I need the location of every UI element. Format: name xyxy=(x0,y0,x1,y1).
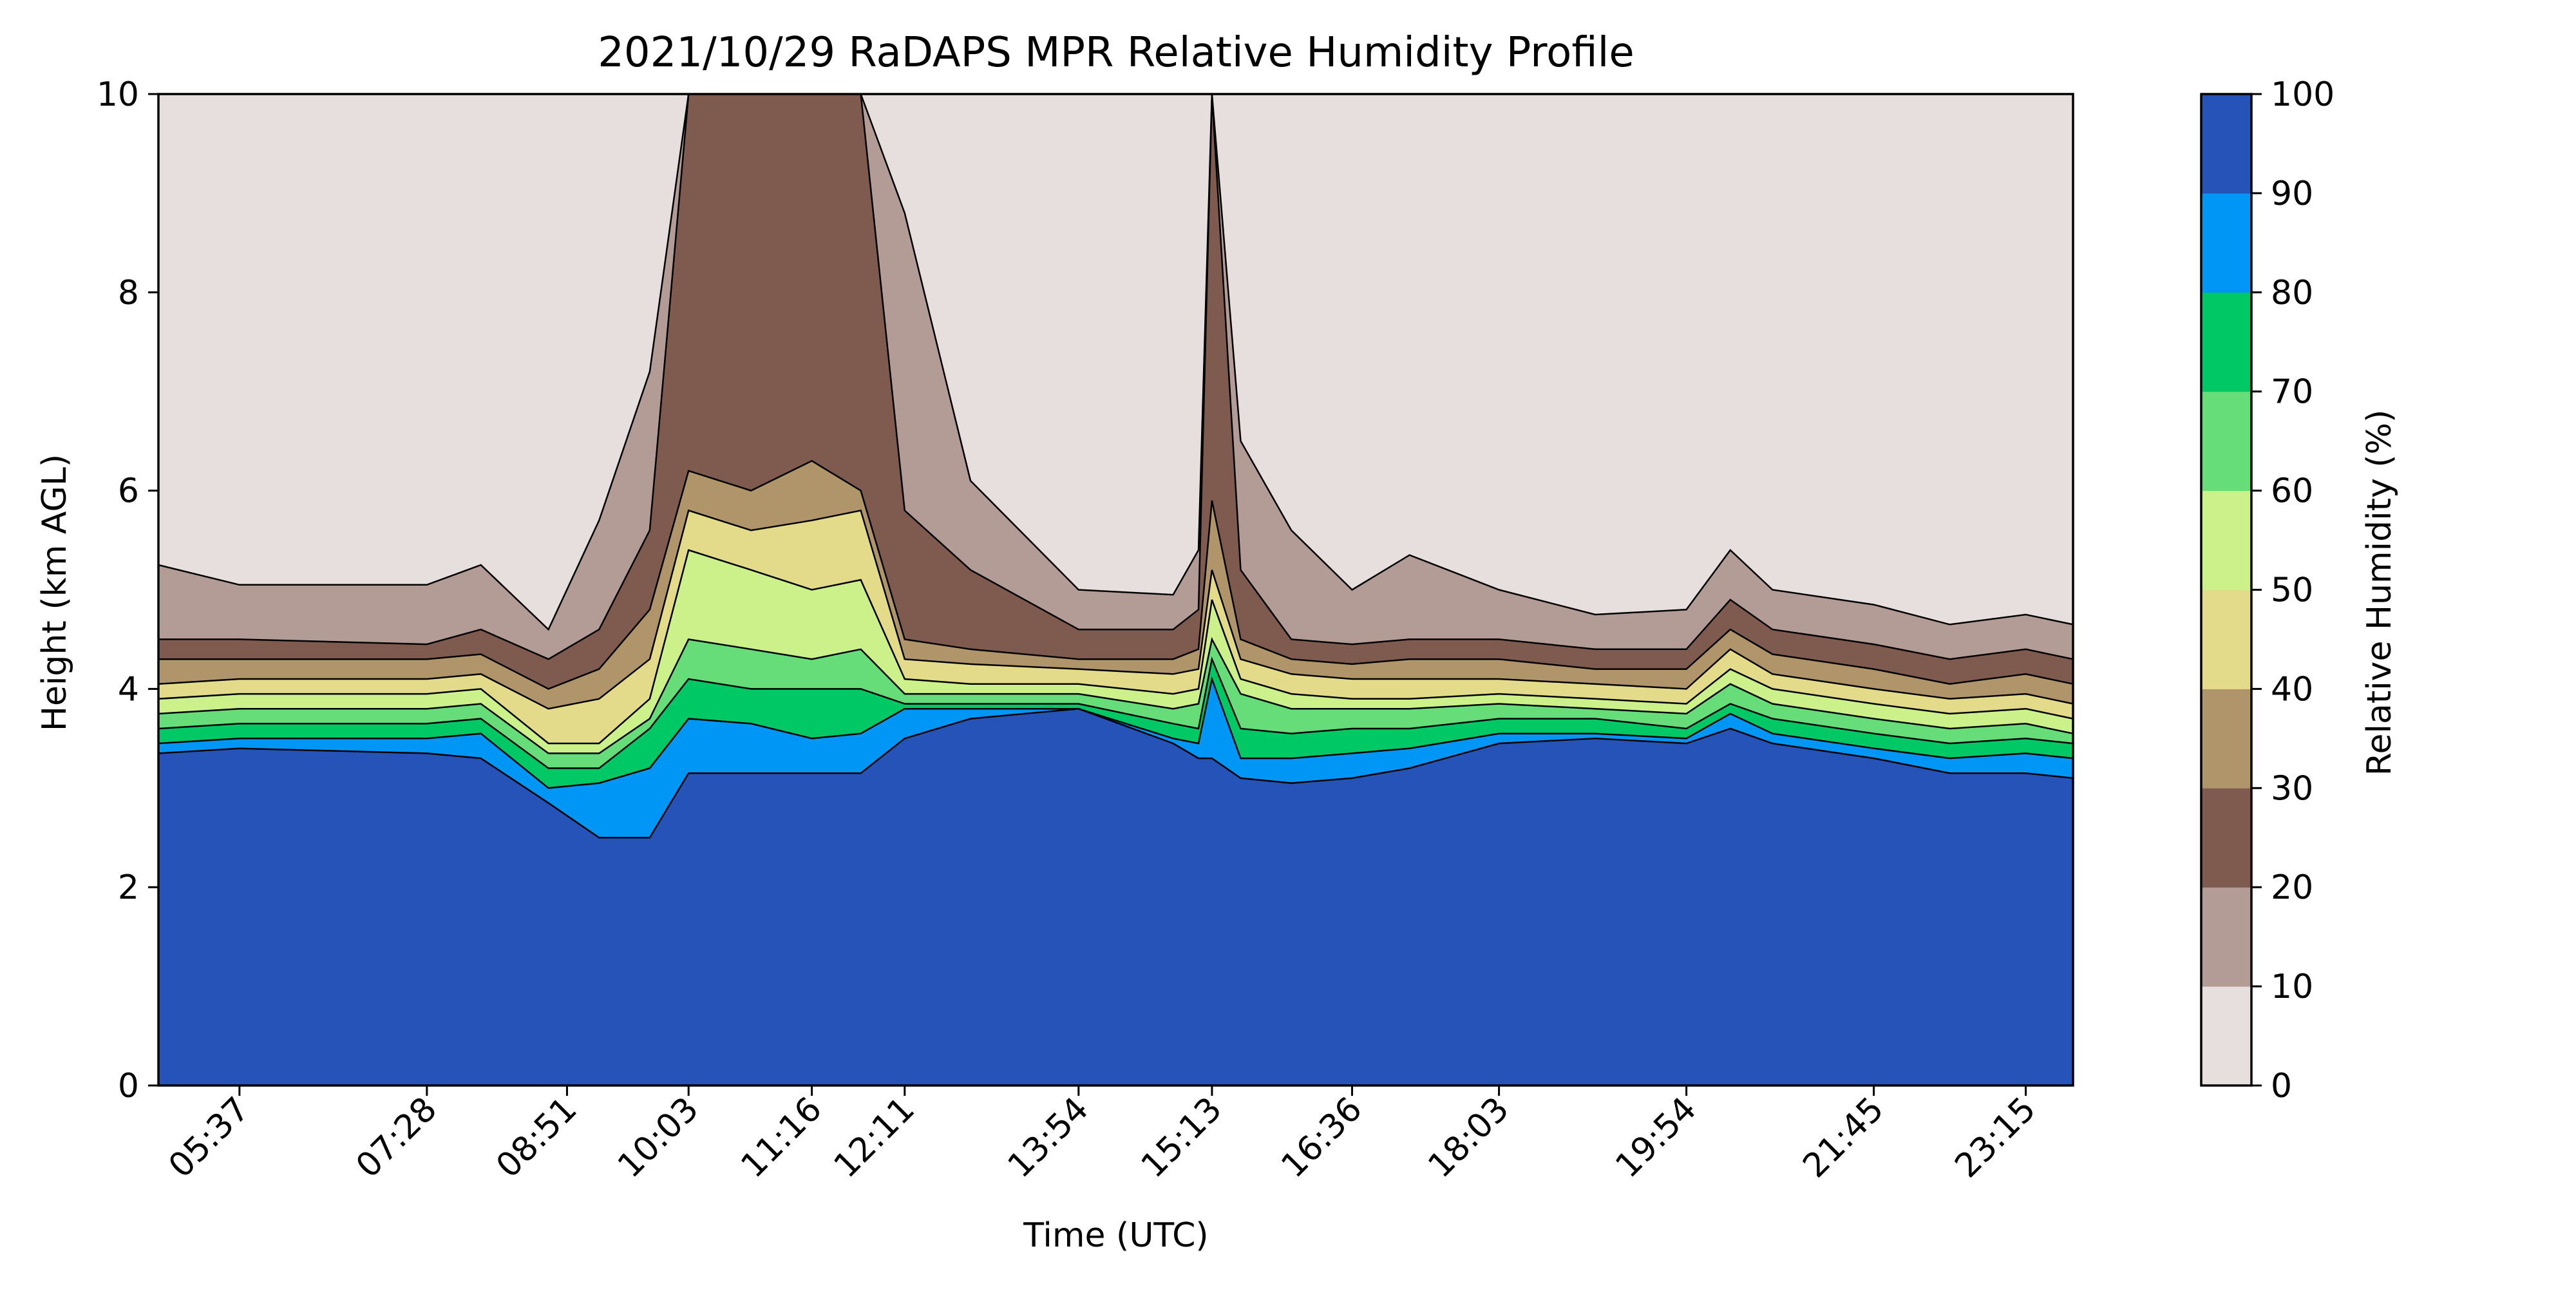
contour-line-80 xyxy=(158,676,2074,789)
colorbar-tick-label: 10 xyxy=(2271,968,2313,1006)
rh-band-90-100 xyxy=(158,709,2073,1085)
colorbar-tick-label: 40 xyxy=(2271,670,2313,709)
x-tick-label: 15:13 xyxy=(1134,1090,1229,1185)
colorbar-tick-label: 30 xyxy=(2271,769,2313,808)
x-tick-label: 11:16 xyxy=(734,1090,829,1185)
colorbar-tick-label: 60 xyxy=(2271,472,2313,511)
contour-line-90 xyxy=(158,707,2074,839)
colorbar-tick-label: 50 xyxy=(2271,571,2313,610)
contour-line-40 xyxy=(158,509,2074,710)
colorbar: 0 10 20 30 40 50 60 70 80 90 100 xyxy=(2200,75,2334,1105)
x-tick-label: 08:51 xyxy=(489,1090,584,1185)
contour-line-20 xyxy=(158,93,2074,660)
colorbar-segment-30 xyxy=(2201,689,2251,789)
x-tick-label: 13:54 xyxy=(1001,1090,1096,1185)
contour-line-60 xyxy=(158,636,2074,754)
x-tick-label: 19:54 xyxy=(1608,1090,1703,1185)
x-tick-label: 05:37 xyxy=(162,1090,257,1185)
colorbar-tick-label: 70 xyxy=(2271,373,2313,412)
colorbar-segment-70 xyxy=(2201,292,2251,392)
colorbar-segment-80 xyxy=(2201,193,2251,293)
y-axis-label: Height (km AGL) xyxy=(35,454,74,731)
contour-line-10 xyxy=(158,93,2074,631)
colorbar-tick-label: 80 xyxy=(2271,274,2313,312)
x-tick-label: 21:45 xyxy=(1795,1090,1891,1185)
x-tick-label: 10:03 xyxy=(611,1090,706,1185)
x-tick-label: 16:36 xyxy=(1274,1090,1369,1185)
colorbar-segment-50 xyxy=(2201,490,2251,590)
y-tick-label: 8 xyxy=(118,274,139,312)
contour-line-30 xyxy=(158,459,2074,690)
x-tick-label: 07:28 xyxy=(349,1090,444,1185)
y-tick-label: 0 xyxy=(118,1067,139,1105)
contour-line-50 xyxy=(158,549,2074,745)
contour-line-70 xyxy=(158,656,2074,769)
colorbar-tick-label: 20 xyxy=(2271,868,2313,907)
plot-frame xyxy=(157,93,2074,1087)
y-tick-label: 10 xyxy=(97,75,139,114)
colorbar-tick-label: 0 xyxy=(2271,1067,2292,1105)
colorbar-segment-60 xyxy=(2201,391,2251,492)
y-tick-label: 4 xyxy=(118,670,139,709)
y-tick-label: 6 xyxy=(118,472,139,511)
colorbar-tick-label: 90 xyxy=(2271,175,2313,213)
colorbar-segment-10 xyxy=(2201,887,2251,987)
x-tick-label: 12:11 xyxy=(827,1090,922,1185)
y-tick-label: 2 xyxy=(118,868,139,907)
x-axis-label: Time (UTC) xyxy=(1023,1216,1208,1255)
colorbar-segment-20 xyxy=(2201,788,2251,888)
x-tick-label: 18:03 xyxy=(1421,1090,1516,1185)
chart-title: 2021/10/29 RaDAPS MPR Relative Humidity … xyxy=(598,29,1634,77)
colorbar-segment-40 xyxy=(2201,589,2251,689)
colorbar-segment-90 xyxy=(2201,94,2251,194)
x-tick-label: 23:15 xyxy=(1947,1090,2043,1185)
colorbar-segment-0 xyxy=(2201,986,2251,1086)
colorbar-tick-label: 100 xyxy=(2271,75,2334,114)
colorbar-label: Relative Humidity (%) xyxy=(2360,410,2399,776)
